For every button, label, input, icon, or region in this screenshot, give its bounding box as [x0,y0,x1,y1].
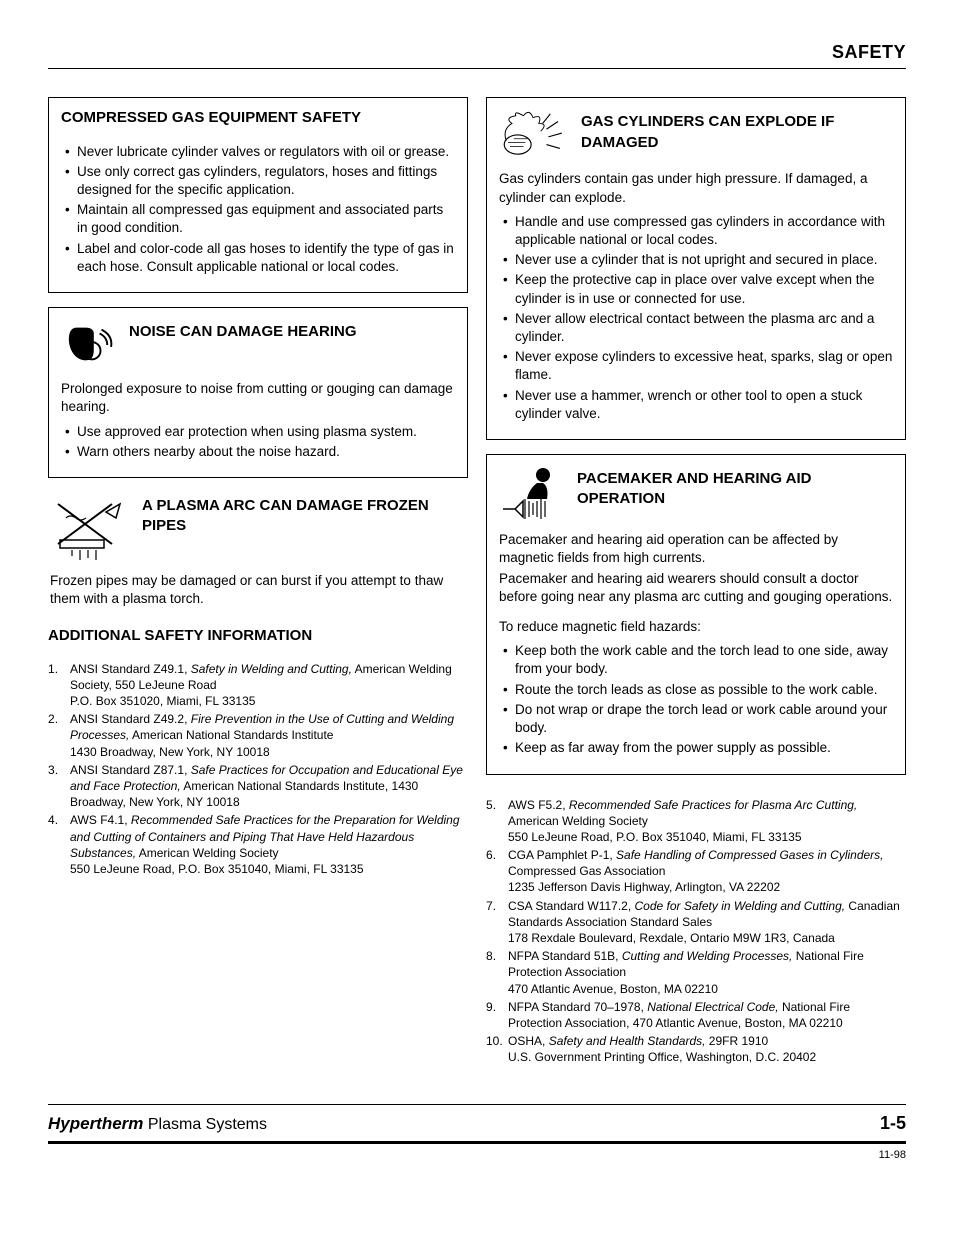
pacemaker-intro2: Pacemaker and hearing aid wearers should… [499,570,893,606]
cylinders-bullets: Handle and use compressed gas cylinders … [499,213,893,423]
list-item: Keep the protective cap in place over va… [499,271,893,307]
list-item: Handle and use compressed gas cylinders … [499,213,893,249]
list-item: Do not wrap or drape the torch lead or w… [499,701,893,737]
list-item: Use approved ear protection when using p… [61,423,455,441]
right-column: GAS CYLINDERS CAN EXPLODE IF DAMAGED Gas… [486,97,906,1067]
footer-left: Hypertherm Plasma Systems [48,1113,267,1136]
explosion-icon [499,108,569,160]
ref-title: National Electrical Code, [647,1000,778,1014]
footer-page-number: 1-5 [880,1111,906,1135]
ear-noise-icon [61,318,117,370]
ref-title: Safety and Health Standards, [549,1034,706,1048]
footer-date: 11-98 [48,1148,906,1163]
list-item: Keep as far away from the power supply a… [499,739,893,757]
ref-pre: AWS F4.1, [70,813,131,827]
noise-heading: NOISE CAN DAMAGE HEARING [129,322,455,342]
footer-product: Plasma Systems [143,1116,267,1133]
compressed-heading: COMPRESSED GAS EQUIPMENT SAFETY [61,108,455,128]
list-item: Maintain all compressed gas equipment an… [61,201,455,237]
cylinders-intro: Gas cylinders contain gas under high pre… [499,170,893,206]
list-item: Label and color-code all gas hoses to id… [61,240,455,276]
pacemaker-box: PACEMAKER AND HEARING AID OPERATION Pace… [486,454,906,774]
noise-intro: Prolonged exposure to noise from cutting… [61,380,455,416]
ref-item: CGA Pamphlet P-1, Safe Handling of Compr… [486,847,906,896]
ref-pre: NFPA Standard 51B, [508,949,622,963]
list-item: Keep both the work cable and the torch l… [499,642,893,678]
ref-post: American National Standards Institute [129,728,333,742]
compressed-bullets: Never lubricate cylinder valves or regul… [61,143,455,277]
ref-post: American Welding Society [508,814,648,828]
ref-item: CSA Standard W117.2, Code for Safety in … [486,898,906,947]
ref-title: Safety in Welding and Cutting, [191,662,352,676]
ref-pre: OSHA, [508,1034,549,1048]
list-item: Never use a hammer, wrench or other tool… [499,387,893,423]
page-footer: Hypertherm Plasma Systems 1-5 [48,1104,906,1145]
ref-pre: NFPA Standard 70–1978, [508,1000,647,1014]
list-item: Never allow electrical contact between t… [499,310,893,346]
list-item: Never expose cylinders to excessive heat… [499,348,893,384]
noise-box: NOISE CAN DAMAGE HEARING Prolonged expos… [48,307,468,478]
list-item: Warn others nearby about the noise hazar… [61,443,455,461]
ref-item: OSHA, Safety and Health Standards, 29FR … [486,1033,906,1065]
ref-line2: P.O. Box 351020, Miami, FL 33135 [70,694,255,708]
cylinders-heading: GAS CYLINDERS CAN EXPLODE IF DAMAGED [581,112,893,153]
pacemaker-sub: To reduce magnetic field hazards: [499,618,893,636]
page-header: SAFETY [48,40,906,69]
ref-pre: ANSI Standard Z87.1, [70,763,191,777]
list-item: Route the torch leads as close as possib… [499,681,893,699]
ref-line2: 550 LeJeune Road, P.O. Box 351040, Miami… [70,862,364,876]
ref-title: Code for Safety in Welding and Cutting, [635,899,846,913]
ref-item: NFPA Standard 51B, Cutting and Welding P… [486,948,906,997]
refs-right: AWS F5.2, Recommended Safe Practices for… [486,797,906,1066]
ref-title: Cutting and Welding Processes, [622,949,793,963]
pacemaker-intro1: Pacemaker and hearing aid operation can … [499,531,893,567]
ref-pre: CSA Standard W117.2, [508,899,635,913]
pacemaker-bullets: Keep both the work cable and the torch l… [499,642,893,757]
ref-item: AWS F4.1, Recommended Safe Practices for… [48,812,468,877]
ref-line2: 178 Rexdale Boulevard, Rexdale, Ontario … [508,931,835,945]
ref-line2: U.S. Government Printing Office, Washing… [508,1050,816,1064]
ref-title: Safe Handling of Compressed Gases in Cyl… [616,848,883,862]
page-header-title: SAFETY [832,42,906,62]
ref-post: American Welding Society [136,846,279,860]
additional-info-heading: ADDITIONAL SAFETY INFORMATION [48,626,468,646]
compressed-gas-box: COMPRESSED GAS EQUIPMENT SAFETY Never lu… [48,97,468,293]
ref-pre: ANSI Standard Z49.1, [70,662,191,676]
ref-item: ANSI Standard Z87.1, Safe Practices for … [48,762,468,811]
ref-line2: 1235 Jefferson Davis Highway, Arlington,… [508,880,780,894]
list-item: Never lubricate cylinder valves or regul… [61,143,455,161]
ref-line2: 1430 Broadway, New York, NY 10018 [70,745,270,759]
ref-item: AWS F5.2, Recommended Safe Practices for… [486,797,906,846]
pacemaker-heading: PACEMAKER AND HEARING AID OPERATION [577,469,893,510]
frozen-text: Frozen pipes may be damaged or can burst… [50,572,466,608]
gas-cylinders-box: GAS CYLINDERS CAN EXPLODE IF DAMAGED Gas… [486,97,906,440]
ref-pre: ANSI Standard Z49.2, [70,712,191,726]
ref-post: Compressed Gas Association [508,864,665,878]
main-columns: COMPRESSED GAS EQUIPMENT SAFETY Never lu… [48,97,906,1067]
ref-line2: 470 Atlantic Avenue, Boston, MA 02210 [508,982,718,996]
frozen-pipe-icon [50,492,130,562]
ref-title: Recommended Safe Practices for Plasma Ar… [569,798,857,812]
frozen-pipes-section: A PLASMA ARC CAN DAMAGE FROZEN PIPES Fro… [48,492,468,608]
ref-item: NFPA Standard 70–1978, National Electric… [486,999,906,1031]
ref-pre: AWS F5.2, [508,798,569,812]
noise-bullets: Use approved ear protection when using p… [61,423,455,461]
footer-brand: Hypertherm [48,1114,143,1133]
ref-item: ANSI Standard Z49.1, Safety in Welding a… [48,661,468,710]
ref-item: ANSI Standard Z49.2, Fire Prevention in … [48,711,468,760]
left-column: COMPRESSED GAS EQUIPMENT SAFETY Never lu… [48,97,468,1067]
frozen-heading: A PLASMA ARC CAN DAMAGE FROZEN PIPES [142,496,466,537]
pacemaker-icon [499,465,565,521]
ref-post: 29FR 1910 [705,1034,768,1048]
refs-left: ANSI Standard Z49.1, Safety in Welding a… [48,661,468,877]
ref-line2: 550 LeJeune Road, P.O. Box 351040, Miami… [508,830,802,844]
list-item: Never use a cylinder that is not upright… [499,251,893,269]
list-item: Use only correct gas cylinders, regulato… [61,163,455,199]
ref-pre: CGA Pamphlet P-1, [508,848,616,862]
